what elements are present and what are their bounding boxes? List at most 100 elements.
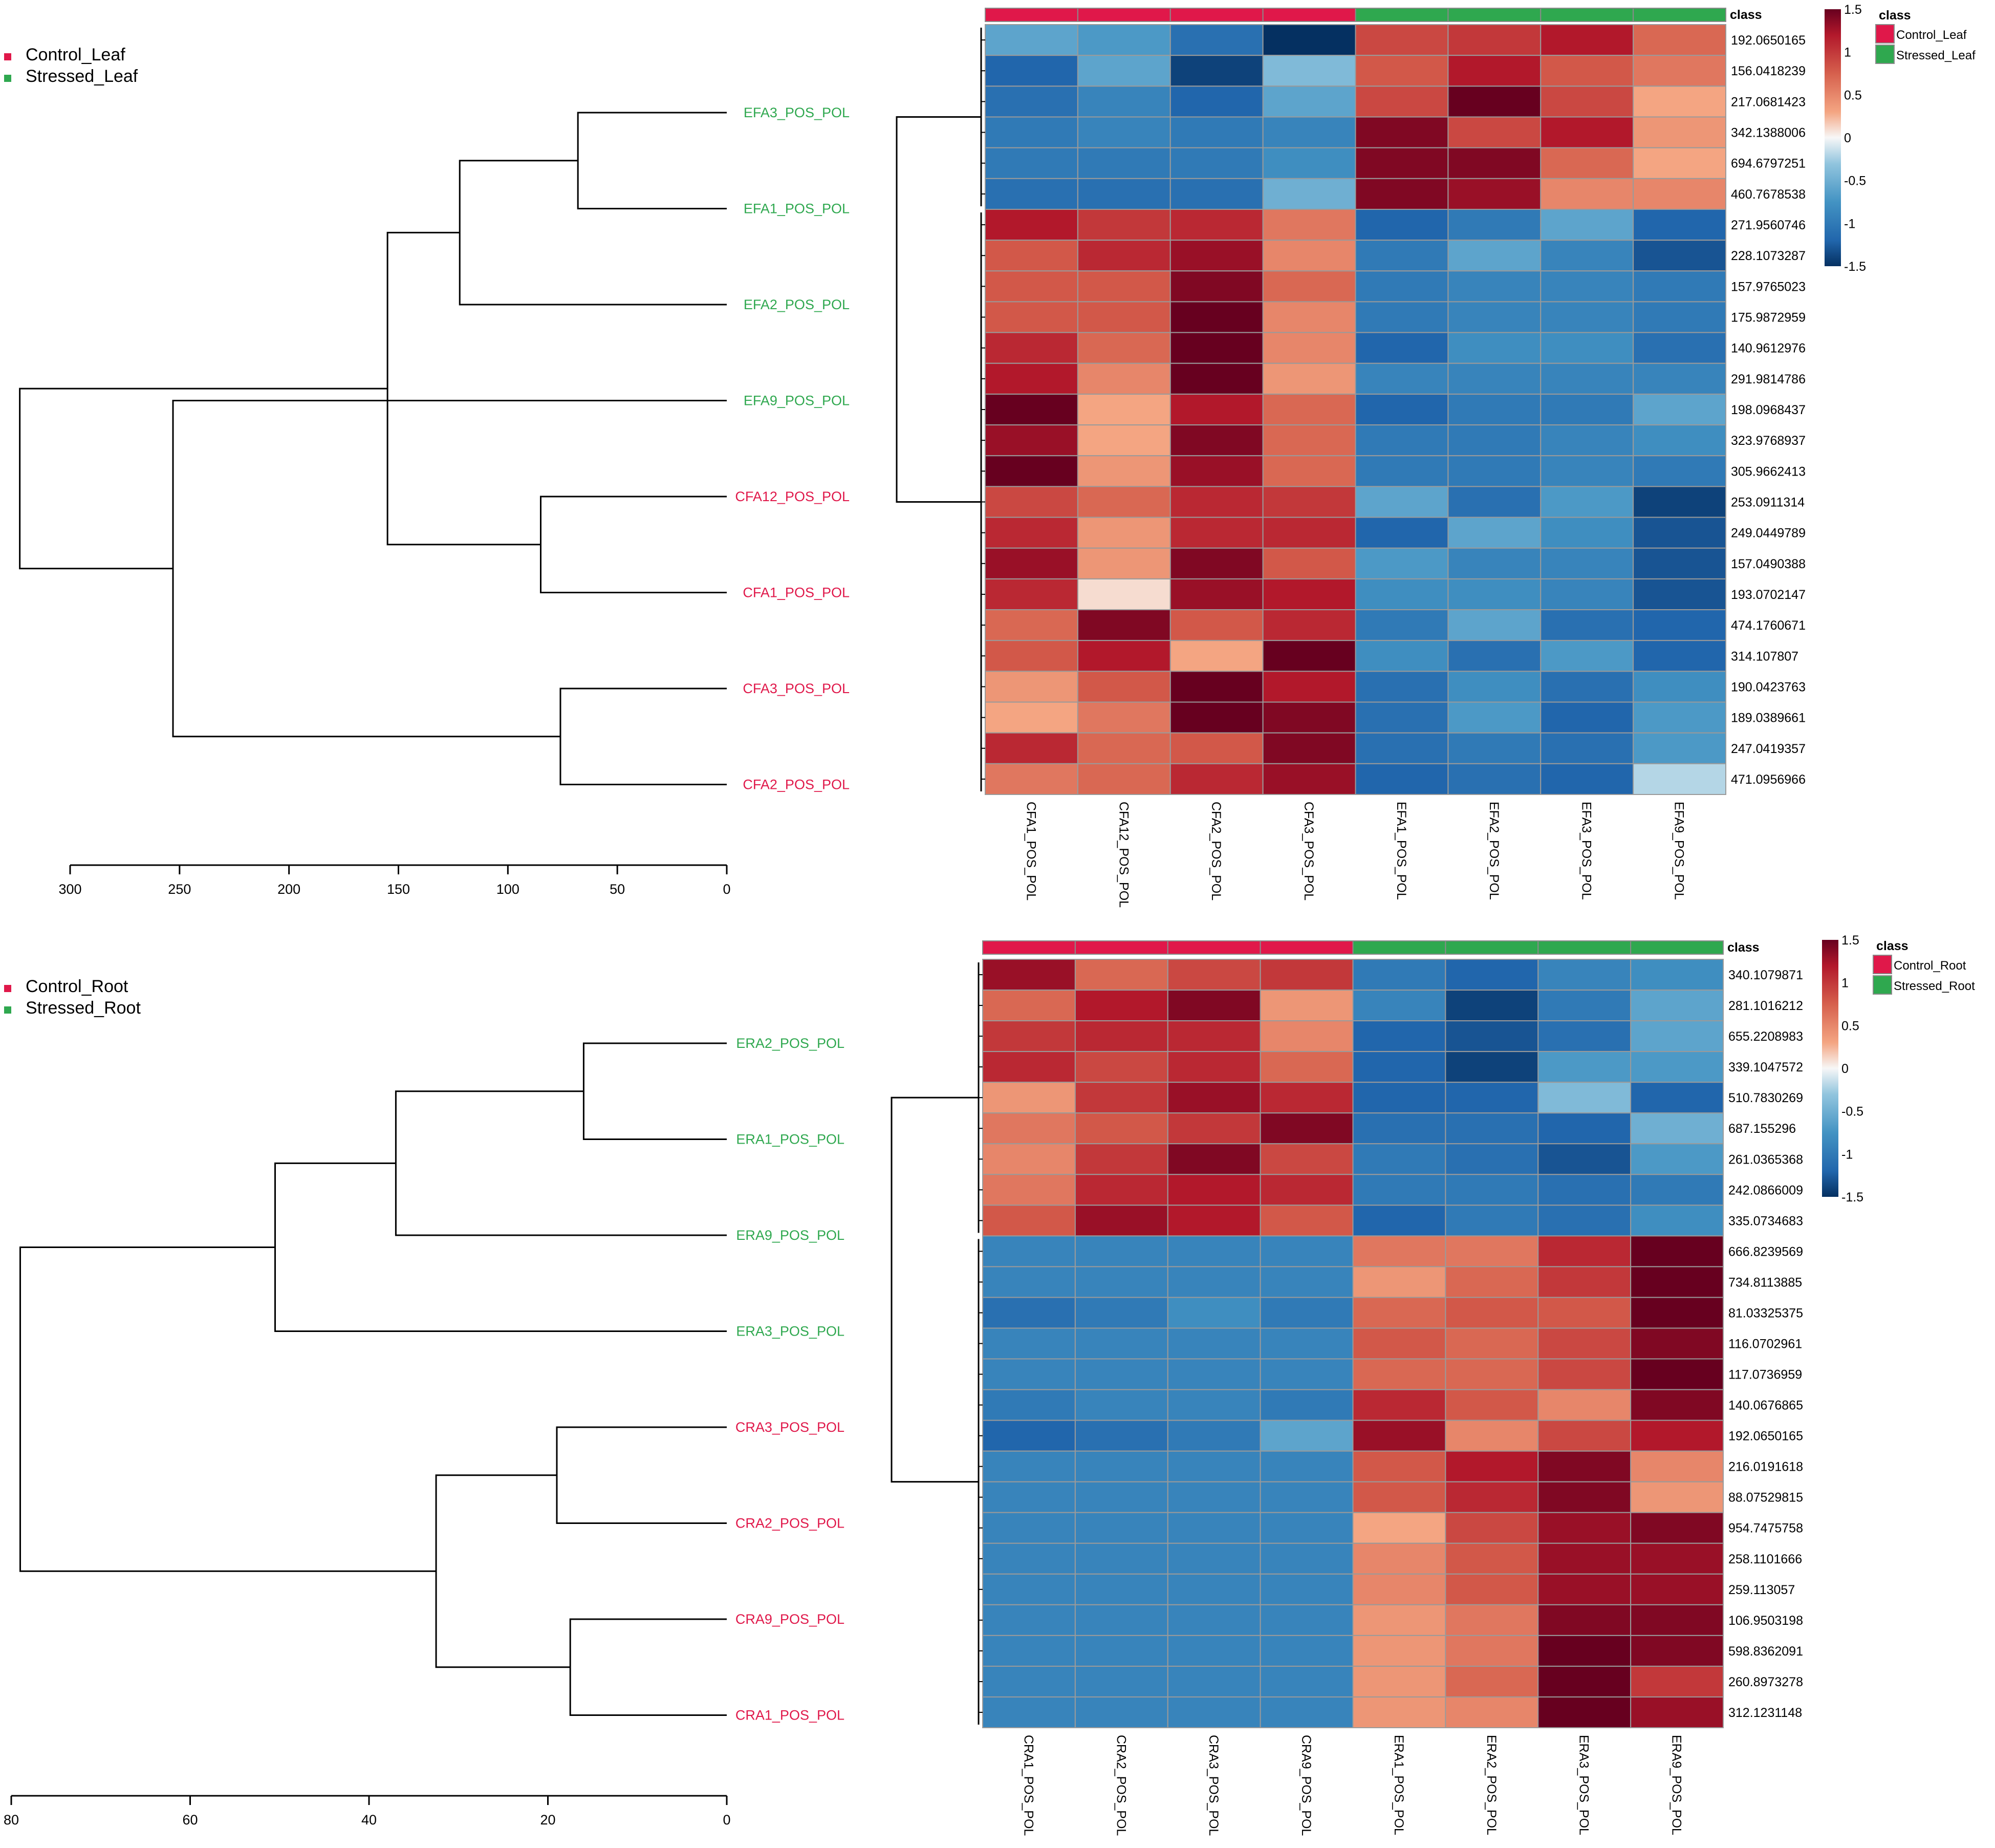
legend-swatch	[4, 75, 11, 82]
heatmap-cell	[1537, 1297, 1632, 1329]
heatmap-cell	[985, 55, 1078, 87]
column-label: CRA9_POS_POL	[1299, 1735, 1313, 1836]
column-label: CFA3_POS_POL	[1302, 802, 1316, 900]
heatmap-cell	[1537, 1665, 1632, 1697]
heatmap-cell	[1445, 1512, 1539, 1544]
row-label: 305.9662413	[1731, 464, 1806, 479]
heatmap-cell	[1077, 332, 1171, 364]
heatmap-cell	[1630, 1143, 1724, 1175]
heatmap-cell	[1447, 85, 1542, 118]
heatmap-cell	[982, 1327, 1076, 1360]
heatmap-cell	[1074, 959, 1168, 991]
heatmap-cell	[985, 240, 1078, 272]
dendrogram-branch	[395, 1090, 727, 1236]
heatmap-cell	[1447, 147, 1542, 179]
heatmap-cell	[1167, 1573, 1261, 1605]
leaf-label: CRA9_POS_POL	[735, 1611, 844, 1627]
heatmap-cell	[1169, 393, 1264, 426]
heatmap-cell	[1169, 640, 1264, 672]
heatmap-cell	[1355, 671, 1449, 703]
leaf-label: CFA12_POS_POL	[735, 489, 850, 504]
heatmap-cell	[1630, 1512, 1724, 1544]
heatmap-cell	[1074, 1604, 1168, 1636]
class-bar-cell	[1540, 8, 1634, 22]
class-legend-title: class	[1876, 939, 1909, 953]
heatmap-cell	[1445, 1481, 1539, 1513]
row-label: 140.0676865	[1728, 1399, 1803, 1413]
column-label: CFA12_POS_POL	[1116, 802, 1131, 908]
heatmap-cell	[982, 1235, 1076, 1267]
heatmap-cell	[982, 1020, 1076, 1052]
heatmap-cell	[1074, 1420, 1168, 1452]
heatmap-cell	[1633, 116, 1726, 148]
heatmap-cell	[982, 1205, 1076, 1237]
heatmap-cell	[1260, 1112, 1354, 1145]
heatmap-cell	[1537, 1512, 1632, 1544]
dendrogram-branch	[435, 1474, 571, 1668]
row-label: 323.9768937	[1731, 434, 1806, 448]
row-label: 242.0866009	[1728, 1183, 1803, 1197]
heatmap-cell	[1077, 147, 1171, 179]
class-bar-cell	[1262, 8, 1356, 22]
heatmap-cell	[1540, 732, 1634, 764]
class-legend-label: Stressed_Leaf	[1896, 49, 1976, 62]
leaf-label: ERA2_POS_POL	[736, 1036, 844, 1051]
heatmap-cell	[1077, 24, 1171, 56]
heatmap-cell	[1633, 517, 1726, 549]
heatmap-cell	[1355, 55, 1449, 87]
heatmap-cell	[1169, 208, 1264, 241]
heatmap-cell	[1352, 1205, 1446, 1237]
heatmap-cell	[1445, 1020, 1539, 1052]
heatmap-cell	[1260, 1450, 1354, 1482]
heatmap-cell	[1352, 1297, 1446, 1329]
heatmap-cell	[982, 1481, 1076, 1513]
heatmap-cell	[982, 959, 1076, 991]
heatmap-cell	[1260, 990, 1354, 1022]
heatmap-cell	[1074, 1481, 1168, 1513]
heatmap-cell	[1352, 1635, 1446, 1667]
heatmap-cell	[1630, 1358, 1724, 1390]
heatmap-cell	[1630, 1696, 1724, 1728]
heatmap-cell	[1169, 147, 1264, 179]
heatmap-cell	[1355, 455, 1449, 487]
axis-tick-label: 250	[168, 882, 191, 897]
heatmap-cell	[1352, 1327, 1446, 1360]
dendrogram-branch	[539, 496, 727, 593]
class-bar-cell	[1630, 940, 1724, 955]
row-label: 156.0418239	[1731, 64, 1806, 78]
heatmap-cell	[1445, 990, 1539, 1022]
column-label: ERA2_POS_POL	[1484, 1735, 1499, 1835]
heatmap-cell	[1077, 362, 1171, 395]
heatmap-cell	[1262, 424, 1356, 457]
leaf-heatmap: class 192.0650165 156.0418239 217.0681423 34…	[896, 3, 1976, 908]
heatmap-cell	[1537, 990, 1632, 1022]
heatmap-cell	[1352, 1051, 1446, 1083]
heatmap-cell	[1447, 517, 1542, 549]
heatmap-cell	[985, 116, 1078, 148]
heatmap-cell	[1169, 455, 1264, 487]
heatmap-cell	[1445, 1358, 1539, 1390]
heatmap-cell	[1260, 1205, 1354, 1237]
heatmap-cell	[1262, 393, 1356, 426]
heatmap-cell	[1537, 1573, 1632, 1605]
dendrogram-branch	[559, 687, 727, 785]
heatmap-cell	[1167, 1450, 1261, 1482]
heatmap-cell	[982, 1082, 1076, 1114]
heatmap-cell	[1077, 763, 1171, 795]
leaf-label: ERA1_POS_POL	[736, 1132, 844, 1147]
heatmap-cell	[1262, 455, 1356, 487]
colorbar-tick-label: -1.5	[1841, 1190, 1863, 1205]
heatmap-cell	[1445, 1112, 1539, 1145]
heatmap-cell	[1352, 1389, 1446, 1421]
heatmap-cell	[1633, 609, 1726, 641]
heatmap-cell	[1540, 547, 1634, 579]
heatmap-cell	[1169, 547, 1264, 579]
heatmap-cell	[1260, 1020, 1354, 1052]
row-label: 259.113057	[1728, 1583, 1795, 1597]
heatmap-cell	[1077, 393, 1171, 426]
heatmap-cell	[1260, 1573, 1354, 1605]
column-label: EFA1_POS_POL	[1394, 802, 1408, 900]
row-label: 106.9503198	[1728, 1614, 1803, 1628]
row-label: 117.0736959	[1728, 1368, 1802, 1382]
row-label: 140.9612976	[1731, 341, 1806, 356]
